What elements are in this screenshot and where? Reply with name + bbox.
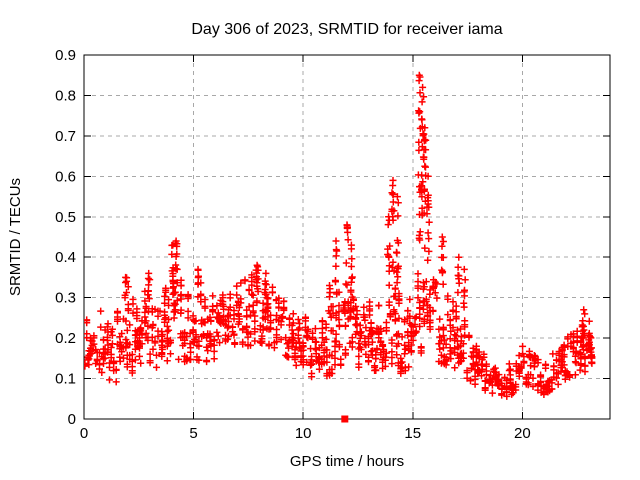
y-tick-label: 0.9 <box>55 47 76 64</box>
x-tick-label: 20 <box>514 425 531 442</box>
x-tick-label: 10 <box>295 425 312 442</box>
data-points <box>84 71 596 400</box>
y-tick-label: 0.1 <box>55 371 76 388</box>
y-axis-label: SRMTID / TECUs <box>7 177 24 297</box>
chart-title: Day 306 of 2023, SRMTID for receiver iam… <box>191 21 503 38</box>
y-tick-label: 0.4 <box>55 249 76 266</box>
x-tick-label: 0 <box>80 425 88 442</box>
y-tick-label: 0.7 <box>55 128 76 145</box>
y-tick-label: 0 <box>68 411 76 428</box>
y-tick-label: 0.3 <box>55 290 76 307</box>
y-tick-label: 0.2 <box>55 330 76 347</box>
zero-outlier-marker <box>341 415 349 423</box>
y-tick-label: 0.8 <box>55 87 76 104</box>
x-tick-label: 5 <box>189 425 197 442</box>
x-axis-label: GPS time / hours <box>289 453 405 470</box>
y-tick-label: 0.5 <box>55 209 76 226</box>
x-tick-label: 15 <box>404 425 421 442</box>
y-tick-label: 0.6 <box>55 168 76 185</box>
